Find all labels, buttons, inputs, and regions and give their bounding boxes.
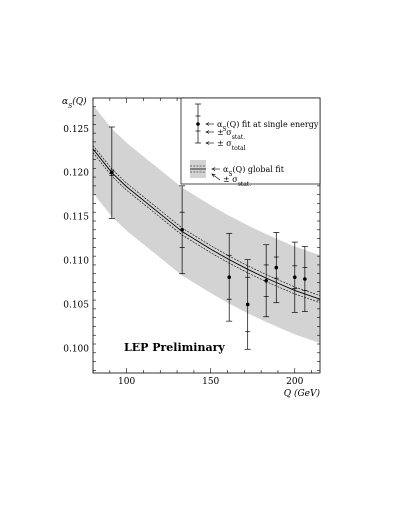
x-tick-label: 150 [202, 377, 219, 387]
legend-arrow-total-head [205, 141, 210, 145]
data-marker [227, 275, 231, 280]
data-point-1 [108, 126, 115, 219]
legend-arrow-point-head [205, 122, 210, 126]
x-tick-label: 100 [118, 377, 135, 387]
y-tick-label: 0.120 [63, 169, 89, 179]
x-tick-label: 200 [286, 377, 303, 387]
legend-marker [196, 122, 200, 126]
data-point-6 [273, 232, 280, 304]
fit-stat-lower-line [93, 152, 320, 303]
y-tick-label: 0.105 [63, 300, 89, 310]
data-point-4 [244, 259, 251, 350]
data-point-8 [301, 246, 308, 312]
total-band [93, 105, 320, 344]
axis-ticks-layer: 100 150 200 0.100 0.105 0.110 0.115 0.120 0.125 [63, 98, 320, 387]
x-axis-label: Q (GeV) [284, 388, 321, 399]
data-point-5 [263, 244, 270, 318]
lep-preliminary-label: LEP Preliminary [124, 341, 225, 354]
y-tick-label: 0.125 [63, 125, 89, 135]
data-marker [264, 278, 268, 283]
data-marker [180, 227, 184, 232]
y-tick-label: 0.100 [63, 344, 89, 354]
total-uncertainty-band-layer [93, 105, 320, 344]
y-tick-label: 0.110 [63, 257, 89, 267]
data-marker [245, 302, 250, 307]
legend: αS(Q) fit at single energy± σstat.± σtot… [180, 97, 321, 188]
y-tick-label: 0.115 [63, 213, 89, 223]
y-axis-label: αS(Q) [62, 96, 87, 110]
data-points-layer [108, 126, 308, 350]
data-marker [303, 277, 307, 281]
data-marker [292, 275, 297, 280]
data-marker [110, 170, 114, 175]
global-fit-line [93, 148, 320, 300]
legend-arrow-fit-stat-head [211, 173, 216, 178]
legend-arrow-fit-stat [211, 173, 221, 181]
legend-arrow-stat-head [205, 130, 210, 134]
legend-arrow-fit-head [211, 167, 216, 171]
data-point-2 [179, 185, 186, 275]
data-point-7 [291, 241, 298, 313]
global-fit-layer [93, 145, 320, 303]
data-marker [274, 265, 279, 270]
fit-stat-upper-line [93, 145, 320, 296]
data-point-3 [226, 232, 233, 322]
